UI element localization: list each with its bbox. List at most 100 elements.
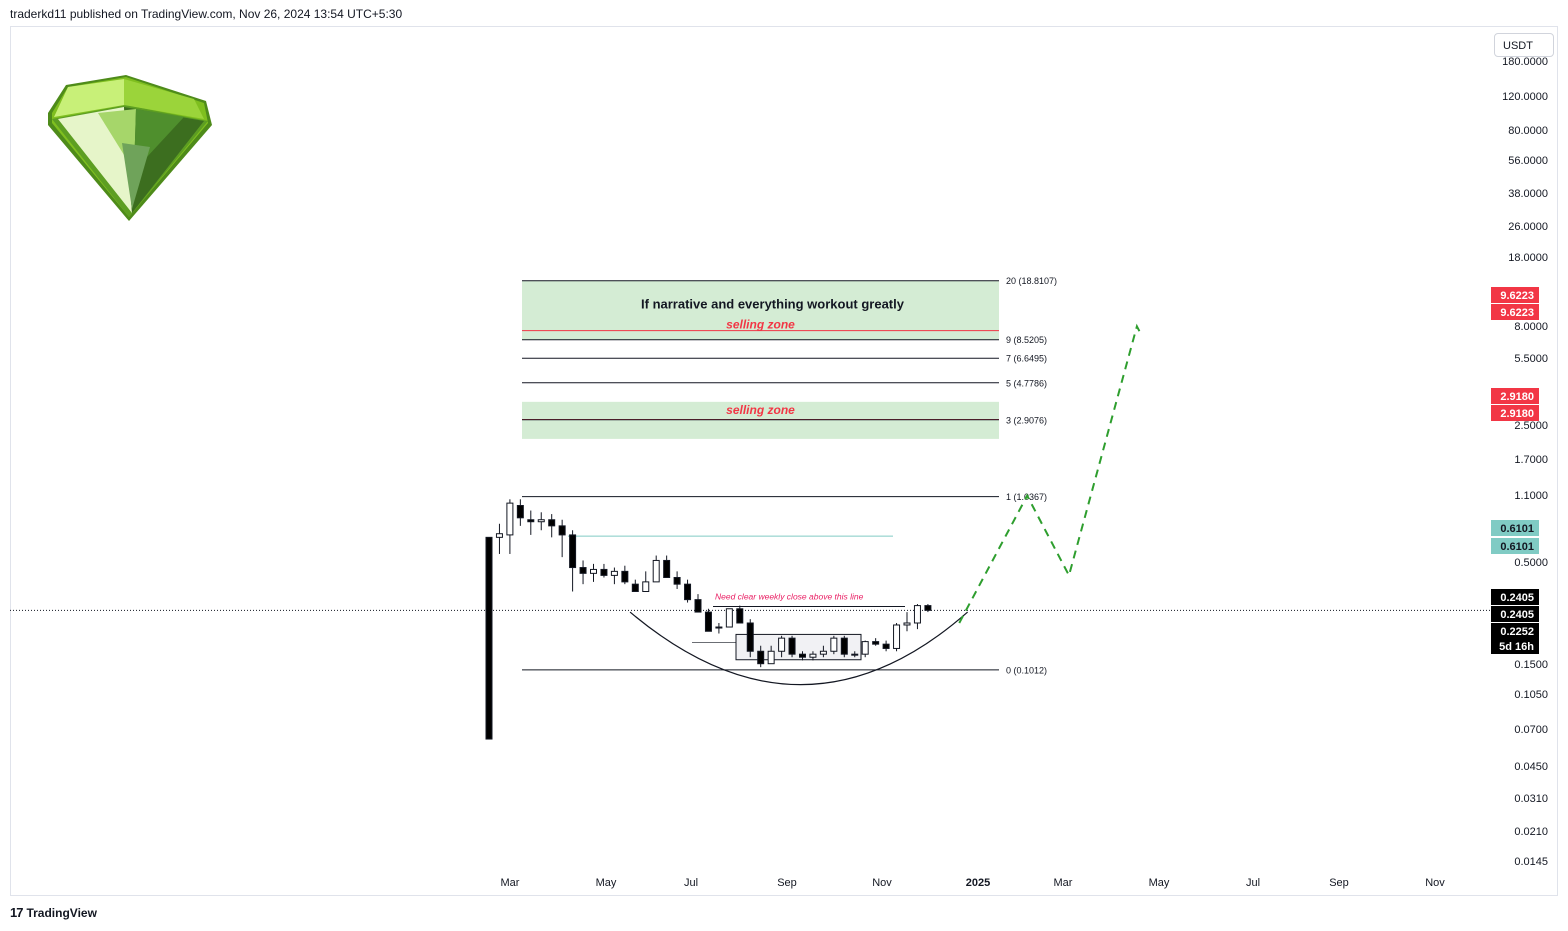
footer: 17 TradingView <box>10 905 97 920</box>
candle-body <box>621 570 629 583</box>
selling-zone-2 <box>522 401 999 439</box>
fib-label: 9 (8.5205) <box>1006 335 1047 345</box>
brand-name[interactable]: TradingView <box>26 905 97 920</box>
price-badge <box>1491 520 1539 536</box>
price-tick: 5.5000 <box>1514 353 1548 365</box>
price-badge <box>1491 589 1539 605</box>
candle-body <box>882 643 890 649</box>
candle-body <box>485 536 493 740</box>
price-badge-label: 9.6223 <box>1500 290 1534 302</box>
price-badge <box>1491 405 1539 421</box>
price-badge <box>1491 623 1539 639</box>
range-box <box>735 633 862 661</box>
candle-body <box>495 533 503 538</box>
candle-body <box>631 583 639 592</box>
candle-body <box>778 637 786 652</box>
price-tick: 80.0000 <box>1508 125 1548 137</box>
fib-label: 3 (2.9076) <box>1006 415 1047 425</box>
price-tick: 0.1050 <box>1514 689 1548 701</box>
price-tick: 8.0000 <box>1514 321 1548 333</box>
candle-body <box>903 622 911 626</box>
zone1-subtitle: selling zone <box>726 318 795 332</box>
time-label: Nov <box>872 877 892 889</box>
projection-path <box>958 323 1144 624</box>
fib-label: 0 (0.1012) <box>1006 665 1047 675</box>
price-tick: 1.7000 <box>1514 454 1548 466</box>
candle-body <box>579 567 587 574</box>
candle-body <box>715 626 723 629</box>
time-label: Mar <box>501 877 520 889</box>
fib-label: 5 (4.7786) <box>1006 378 1047 388</box>
candle-body <box>819 650 827 655</box>
price-tick: 56.0000 <box>1508 155 1548 167</box>
candle-body <box>757 650 765 665</box>
time-label: Nov <box>1425 877 1445 889</box>
zone2-subtitle: selling zone <box>726 403 795 417</box>
time-label: Jul <box>684 877 698 889</box>
time-label: Sep <box>777 877 797 889</box>
candle-body <box>590 568 597 574</box>
tradingview-logo-icon: 17 <box>10 905 24 920</box>
price-tick: 0.5000 <box>1514 557 1548 569</box>
time-label: 2025 <box>966 877 990 889</box>
candle-body <box>652 559 660 583</box>
price-tick: 26.0000 <box>1508 221 1548 233</box>
price-tick: 0.0210 <box>1514 826 1548 838</box>
candle-body <box>746 622 754 652</box>
price-badge-label: 0.2405 <box>1500 592 1534 604</box>
price-tick: 0.0700 <box>1514 724 1548 736</box>
price-badge-label: 0.6101 <box>1500 541 1534 553</box>
price-tick: 0.1500 <box>1514 659 1548 671</box>
weekly-close-note: Need clear weekly close above this line <box>715 591 864 601</box>
selling-zone-1 <box>522 280 999 340</box>
price-badge <box>1491 606 1539 622</box>
candle-body <box>684 583 692 601</box>
price-tick: 0.0450 <box>1514 761 1548 773</box>
price-tick: 180.0000 <box>1502 56 1548 68</box>
candle-body <box>548 519 556 527</box>
candle-body <box>527 519 535 523</box>
zone1-title: If narrative and everything workout grea… <box>641 297 905 312</box>
publish-header: traderkd11 published on TradingView.com,… <box>10 7 403 21</box>
candle-body <box>809 653 817 658</box>
candle-body <box>851 653 859 656</box>
price-tick: 2.5000 <box>1514 420 1548 432</box>
candle-body <box>725 608 733 628</box>
candle-body <box>924 605 932 611</box>
price-tick: 38.0000 <box>1508 188 1548 200</box>
candle-body <box>767 650 775 665</box>
gem-logo <box>44 73 214 223</box>
candle-body <box>558 525 566 536</box>
candle-body <box>799 653 806 658</box>
price-tick: 120.0000 <box>1502 91 1548 103</box>
price-badge <box>1491 304 1539 320</box>
price-tick: 0.0310 <box>1514 793 1548 805</box>
candle-body <box>694 599 702 613</box>
price-badge-label: 2.9180 <box>1500 391 1534 403</box>
candle-body <box>516 505 524 519</box>
price-badge-label: 0.2405 <box>1500 609 1534 621</box>
time-label: Jul <box>1246 877 1260 889</box>
candle-body <box>600 568 608 576</box>
price-badge <box>1491 538 1539 554</box>
currency-button[interactable]: USDT <box>1494 33 1554 57</box>
candle-body <box>872 641 880 645</box>
price-badge <box>1491 638 1539 654</box>
fib-label: 20 (18.8107) <box>1006 276 1057 286</box>
time-label: May <box>596 877 617 889</box>
candle-body <box>893 624 901 649</box>
candle-body <box>830 637 838 652</box>
price-badge-label: 9.6223 <box>1500 307 1534 319</box>
time-label: May <box>1149 877 1170 889</box>
chart-frame <box>10 26 1558 896</box>
candle-body <box>506 502 514 536</box>
candle-body <box>840 637 848 655</box>
candle-body <box>788 637 796 655</box>
fib-label: 7 (6.6495) <box>1006 354 1047 364</box>
candle-body <box>704 611 712 632</box>
price-badge <box>1491 388 1539 404</box>
candle-body <box>913 605 921 624</box>
cup-curve <box>629 611 969 686</box>
candle-body <box>663 559 671 578</box>
